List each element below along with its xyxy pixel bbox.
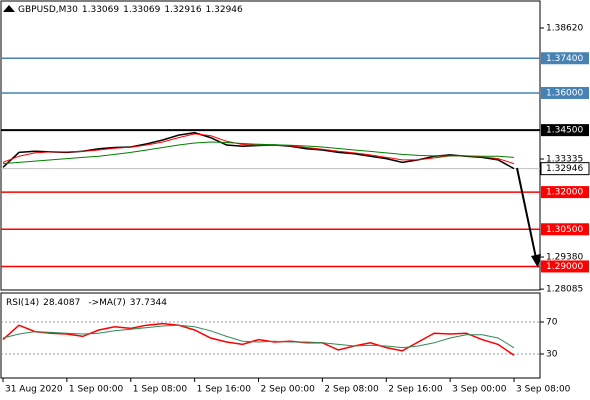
series-line	[2, 324, 515, 349]
rsi-ma-label: ->MA(7)	[88, 298, 125, 308]
rsi-ma-value: 37.7344	[130, 298, 167, 308]
ohlc-value: 1.33069	[123, 5, 160, 15]
level-label-box	[541, 52, 589, 65]
price-frame	[0, 0, 541, 291]
level-label: 1.36000	[546, 88, 583, 98]
rsi-frame	[0, 292, 541, 379]
rsi-title: RSI(14)	[6, 298, 39, 308]
series-line	[2, 133, 515, 165]
current-price-label: 1.32946	[546, 164, 583, 174]
level-label: 1.30500	[546, 225, 583, 235]
x-tick-label: 1 Sep 08:00	[133, 385, 188, 395]
y-tick-label: 70	[546, 318, 558, 328]
x-tick-label: 1 Sep 00:00	[69, 385, 124, 395]
arrow	[516, 167, 537, 259]
y-tick-label: 1.33335	[546, 155, 583, 165]
level-label: 1.29000	[546, 262, 583, 272]
symbol: GBPUSD,M30	[18, 5, 78, 15]
rsi-header: RSI(14) 28.4087 ->MA(7) 37.7344	[6, 298, 167, 308]
layers: 1.38620 1.33335 1.29380 1.28085 1.37400 1.360…	[1, 5, 590, 395]
y-tick-label: 1.29380	[546, 253, 583, 263]
ohlc-value: 1.32916	[164, 5, 201, 15]
level-label-box	[541, 124, 589, 137]
level-label: 1.37400	[546, 54, 583, 64]
level-label-box	[541, 223, 589, 236]
x-tick-label: 2 Sep 08:00	[324, 385, 379, 395]
level-label: 1.32000	[546, 188, 583, 198]
x-tick-label: 1 Sep 16:00	[197, 385, 252, 395]
level-label-box	[541, 186, 589, 199]
collapse-icon	[3, 5, 15, 12]
y-tick-label: 1.28085	[546, 285, 583, 295]
arrow-head	[531, 254, 541, 268]
y-tick-label: 30	[546, 350, 558, 360]
level-label: 1.34500	[546, 126, 583, 136]
symbol-header: GBPUSD,M30 1.33069 1.33069 1.32916 1.32946	[18, 5, 243, 15]
y-tick-label: 1.38620	[546, 24, 583, 34]
x-tick-label: 2 Sep 00:00	[261, 385, 316, 395]
level-label-box	[541, 86, 589, 99]
x-tick-label: 3 Sep 00:00	[452, 385, 507, 395]
ohlc-value: 1.32946	[206, 5, 243, 15]
x-tick-label: 31 Aug 2020	[5, 385, 63, 395]
series-line	[2, 141, 515, 165]
x-tick-label: 2 Sep 16:00	[388, 385, 443, 395]
level-label-box	[541, 260, 589, 273]
series-line	[2, 322, 515, 356]
x-tick-label: 3 Sep 08:00	[516, 385, 571, 395]
current-price-box	[540, 162, 590, 176]
ohlc-value: 1.33069	[82, 5, 119, 15]
rsi-value: 28.4087	[43, 298, 80, 308]
